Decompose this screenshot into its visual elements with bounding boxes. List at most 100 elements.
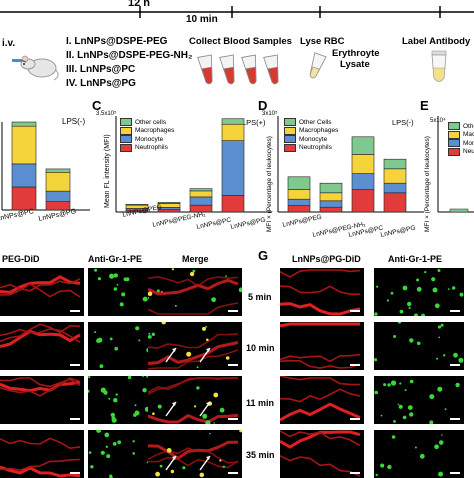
vessel [148, 349, 239, 370]
cell [119, 302, 124, 307]
cell [113, 398, 118, 403]
cell [159, 464, 163, 468]
micro-header-pg-did: LnNPs@PG-DiD [292, 254, 361, 264]
micro-header-did: PEG-DiD [2, 254, 40, 264]
cell [205, 325, 208, 328]
cell [458, 357, 464, 363]
cell [436, 357, 439, 360]
cell [127, 376, 132, 380]
vessel [0, 278, 81, 292]
scale-bar [228, 364, 238, 366]
vessel [148, 377, 239, 394]
cell [219, 459, 222, 462]
step-lyse-label: Lyse RBC [300, 36, 345, 47]
scale-bar [228, 472, 238, 474]
cell [148, 291, 153, 297]
cell [132, 440, 135, 443]
chart-c-tag: LPS(+) [242, 118, 266, 127]
vessel [148, 275, 239, 287]
vessel [0, 377, 81, 397]
vessel [280, 359, 361, 369]
legend-item: Mono [448, 139, 474, 148]
cell [407, 301, 412, 307]
cell [196, 386, 200, 390]
cell [99, 364, 104, 369]
cell [393, 335, 397, 338]
legend-item: Othe [448, 122, 474, 131]
cell [110, 412, 115, 418]
cell [386, 299, 389, 302]
vessel [148, 377, 238, 395]
cell [109, 273, 115, 279]
legend-label: Other Cells [299, 118, 332, 126]
legend-item: Neutrophils [120, 143, 174, 153]
bar-segment-macrophages [11, 125, 37, 165]
legend-swatch [284, 135, 296, 144]
cell [148, 335, 152, 339]
chart-c-legend: Other cells Macrophages Monocyte Neutrophil… [120, 118, 174, 152]
step-label-antibody: Label Antibody [402, 36, 471, 47]
cell [225, 275, 227, 277]
chart-e-ylabel: MFI × (Percentage of leukocytes) [424, 136, 431, 232]
bar-segment-other-cells [125, 204, 149, 206]
cell [424, 271, 427, 274]
chart-e-legend: OtheMacrMonoNeutr [448, 122, 474, 156]
legend-label: Other cells [135, 118, 167, 126]
bar-segment-monocyte [287, 198, 311, 206]
cell [205, 420, 211, 424]
cell [416, 341, 421, 346]
cell [94, 331, 97, 334]
timeline-axis [0, 6, 474, 18]
vessel [0, 282, 81, 298]
vessel [280, 353, 361, 363]
chart-d [277, 116, 424, 213]
cell [100, 450, 105, 455]
legend-swatch [448, 147, 460, 156]
cell [421, 313, 425, 316]
cell [151, 332, 155, 336]
legend-label: Othe [463, 122, 474, 130]
cell [146, 376, 149, 378]
cell [443, 354, 446, 357]
cell [186, 351, 192, 357]
bar-segment-neutrophils [383, 192, 407, 213]
cell [202, 413, 208, 419]
cell [156, 289, 160, 293]
cell [390, 291, 394, 295]
vessel [148, 341, 239, 365]
legend-swatch [284, 126, 296, 135]
scale-bar [450, 310, 460, 312]
bar-segment-neutrophils [319, 206, 343, 213]
scale-bar [350, 364, 360, 366]
cell [213, 422, 216, 424]
legend-item: Macr [448, 130, 474, 140]
cell [189, 271, 195, 277]
vessel [280, 302, 361, 316]
legend-swatch [284, 143, 296, 152]
cell [387, 464, 392, 470]
bar-segment-other-cells [319, 182, 343, 194]
cell [199, 472, 205, 478]
legend-item: Monocyte [284, 135, 338, 144]
cell [414, 446, 417, 449]
cell [409, 379, 414, 384]
bar-segment-other-cells [189, 188, 213, 192]
legend-item: Macrophages [120, 126, 174, 136]
cell [192, 269, 196, 273]
legend-swatch [120, 143, 132, 152]
cell [174, 304, 177, 307]
microscopy-image [148, 268, 242, 316]
cell [88, 451, 92, 454]
bar-segment-macrophages [189, 190, 213, 198]
cell [390, 380, 397, 386]
microscopy-image [280, 376, 364, 424]
cell [160, 290, 163, 293]
vessel [148, 333, 239, 349]
cell [380, 414, 383, 417]
cell [440, 323, 444, 327]
vessel [148, 413, 239, 424]
bar-segment-neutrophils [11, 186, 37, 211]
vessel [280, 455, 361, 477]
cell [152, 412, 155, 415]
cell [447, 288, 450, 290]
